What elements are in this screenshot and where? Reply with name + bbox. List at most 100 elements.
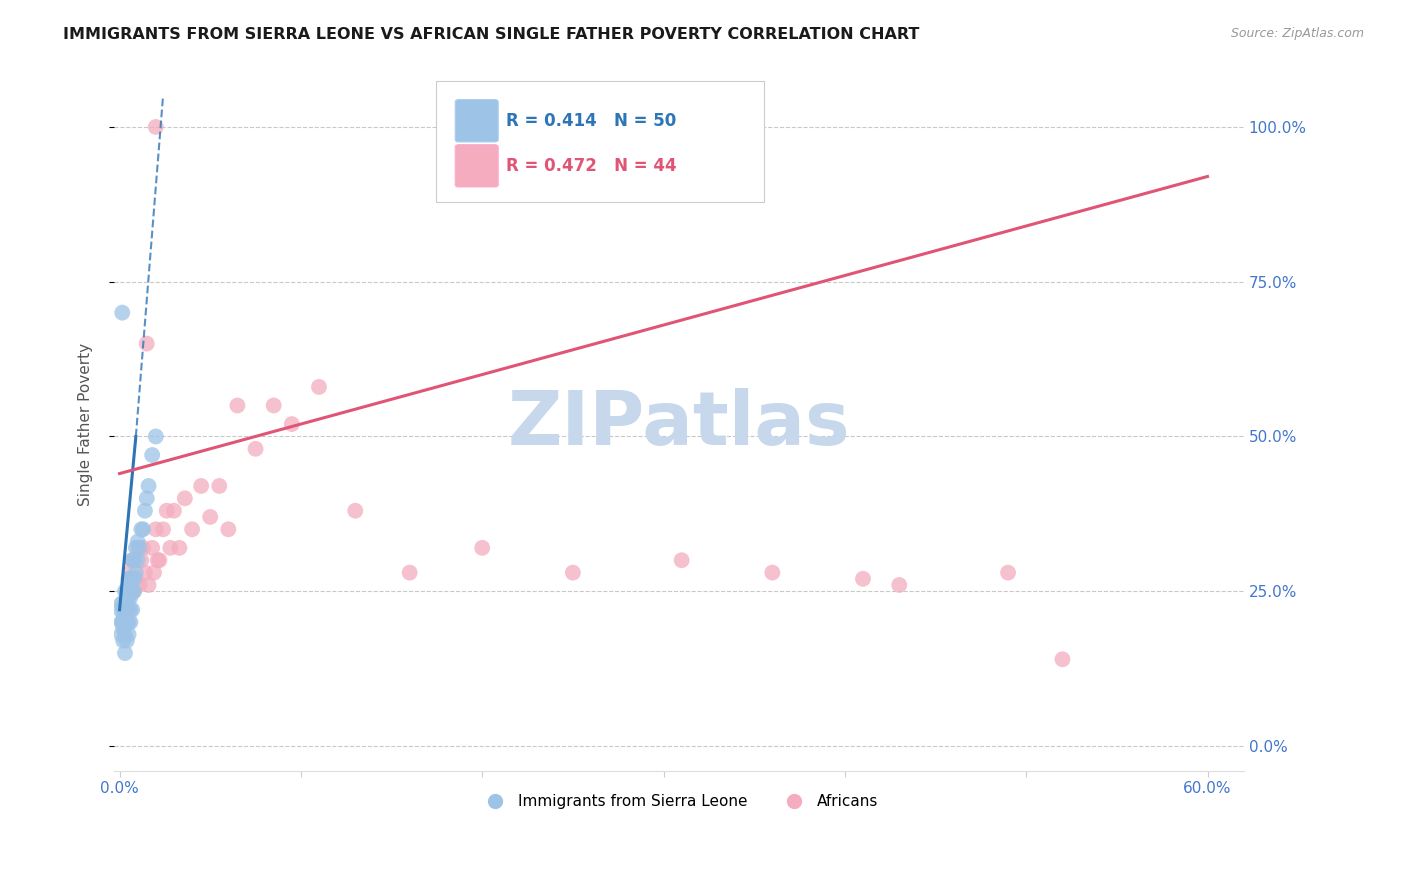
- Point: [127, 534, 149, 549]
- Point: [143, 566, 166, 580]
- Point: [115, 603, 138, 617]
- Point: [145, 429, 167, 443]
- Point: [148, 553, 170, 567]
- Point: [125, 541, 148, 555]
- Point: [112, 609, 135, 624]
- Point: [141, 541, 163, 555]
- Point: [114, 627, 136, 641]
- Point: [125, 566, 148, 580]
- Point: [471, 541, 494, 555]
- Point: [128, 541, 150, 555]
- Point: [135, 491, 157, 506]
- Point: [121, 572, 143, 586]
- Point: [110, 603, 132, 617]
- Point: [129, 522, 152, 536]
- Point: [112, 597, 135, 611]
- Point: [134, 566, 156, 580]
- Point: [134, 504, 156, 518]
- Point: [159, 541, 181, 555]
- Point: [852, 572, 875, 586]
- Point: [121, 553, 143, 567]
- Point: [138, 479, 160, 493]
- Point: [156, 504, 179, 518]
- Point: [226, 399, 249, 413]
- Point: [281, 417, 304, 431]
- Point: [120, 603, 142, 617]
- Point: [127, 541, 149, 555]
- Point: [117, 615, 139, 629]
- Y-axis label: Single Father Poverty: Single Father Poverty: [79, 343, 93, 506]
- Point: [208, 479, 231, 493]
- Point: [128, 578, 150, 592]
- Point: [122, 584, 145, 599]
- Point: [122, 584, 145, 599]
- Point: [112, 603, 135, 617]
- Point: [145, 522, 167, 536]
- Point: [114, 603, 136, 617]
- Text: ZIPatlas: ZIPatlas: [508, 387, 851, 460]
- Point: [110, 627, 132, 641]
- Point: [112, 633, 135, 648]
- Point: [110, 597, 132, 611]
- Text: Source: ZipAtlas.com: Source: ZipAtlas.com: [1230, 27, 1364, 40]
- Point: [217, 522, 239, 536]
- Point: [997, 566, 1019, 580]
- Point: [129, 553, 152, 567]
- Point: [125, 572, 148, 586]
- FancyBboxPatch shape: [436, 81, 763, 202]
- Point: [138, 578, 160, 592]
- Point: [120, 566, 142, 580]
- Point: [120, 591, 142, 605]
- Point: [111, 615, 134, 629]
- Point: [115, 597, 138, 611]
- Point: [181, 522, 204, 536]
- Point: [117, 591, 139, 605]
- FancyBboxPatch shape: [456, 145, 498, 187]
- Point: [121, 603, 143, 617]
- Point: [115, 609, 138, 624]
- Point: [132, 541, 155, 555]
- Point: [117, 572, 139, 586]
- Text: R = 0.414   N = 50: R = 0.414 N = 50: [506, 112, 676, 130]
- Point: [112, 621, 135, 635]
- Point: [169, 541, 191, 555]
- Point: [671, 553, 693, 567]
- Point: [200, 509, 222, 524]
- Point: [127, 553, 149, 567]
- Point: [110, 615, 132, 629]
- Text: R = 0.472   N = 44: R = 0.472 N = 44: [506, 157, 676, 175]
- Point: [561, 566, 583, 580]
- Point: [114, 615, 136, 629]
- Point: [152, 522, 174, 536]
- Point: [190, 479, 212, 493]
- Point: [120, 572, 142, 586]
- Legend: Immigrants from Sierra Leone, Africans: Immigrants from Sierra Leone, Africans: [474, 788, 884, 815]
- Point: [889, 578, 911, 592]
- Point: [115, 584, 138, 599]
- Point: [114, 646, 136, 660]
- Point: [245, 442, 267, 456]
- Point: [141, 448, 163, 462]
- Point: [263, 399, 285, 413]
- FancyBboxPatch shape: [456, 100, 498, 142]
- Point: [111, 306, 134, 320]
- Point: [1052, 652, 1074, 666]
- Point: [132, 522, 155, 536]
- Text: IMMIGRANTS FROM SIERRA LEONE VS AFRICAN SINGLE FATHER POVERTY CORRELATION CHART: IMMIGRANTS FROM SIERRA LEONE VS AFRICAN …: [63, 27, 920, 42]
- Point: [117, 603, 139, 617]
- Point: [122, 553, 145, 567]
- Point: [308, 380, 330, 394]
- Point: [112, 615, 135, 629]
- Point: [114, 584, 136, 599]
- Point: [117, 627, 139, 641]
- Point: [135, 336, 157, 351]
- Point: [163, 504, 186, 518]
- Point: [344, 504, 367, 518]
- Point: [173, 491, 195, 506]
- Point: [145, 120, 167, 134]
- Point: [120, 615, 142, 629]
- Point: [115, 615, 138, 629]
- Point: [122, 572, 145, 586]
- Point: [146, 553, 169, 567]
- Point: [121, 584, 143, 599]
